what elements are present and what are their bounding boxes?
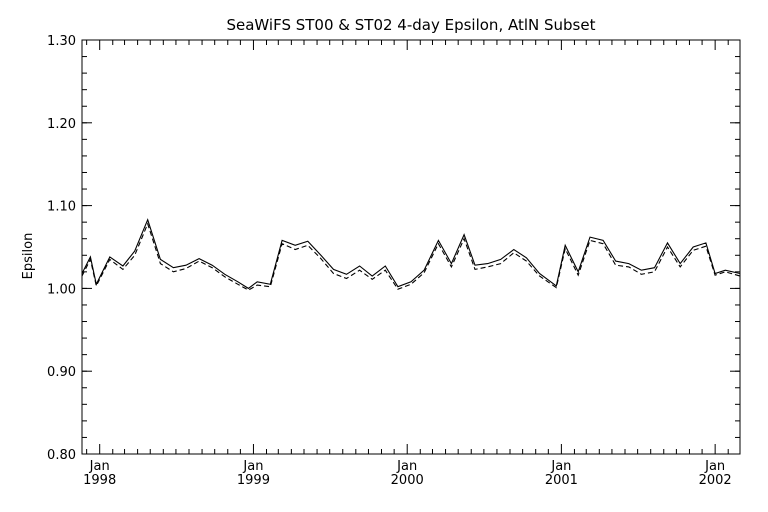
plot-series [81,218,741,291]
y-axis-label: Epsilon [21,233,36,280]
x-tick-year-label: 2001 [545,473,578,488]
x-tick-year-label: 2000 [391,473,424,488]
x-tick-year-label: 2002 [699,473,732,488]
chart-title: SeaWiFS ST00 & ST02 4-day Epsilon, AtlN … [226,16,595,34]
series-line-solid [81,218,741,290]
x-tick-month-label: Jan [550,459,571,474]
x-tick-year-label: 1998 [83,473,116,488]
y-tick-label: 1.30 [47,34,76,49]
y-tick-label: 1.00 [47,282,76,297]
x-tick-year-label: 1999 [237,473,270,488]
x-tick-month-label: Jan [242,459,263,474]
x-tick-month-label: Jan [396,459,417,474]
x-tick-month-label: Jan [704,459,725,474]
y-tick-label: 0.80 [47,448,76,463]
y-tick-label: 0.90 [47,365,76,380]
x-tick-month-label: Jan [89,459,110,474]
y-tick-label: 1.10 [47,200,76,215]
y-tick-label: 1.20 [47,117,76,132]
y-axis: 0.80 0.90 1.00 1.10 1.20 1.30 [47,34,740,463]
plot-frame [81,39,741,455]
series-line-dashed [81,222,741,291]
